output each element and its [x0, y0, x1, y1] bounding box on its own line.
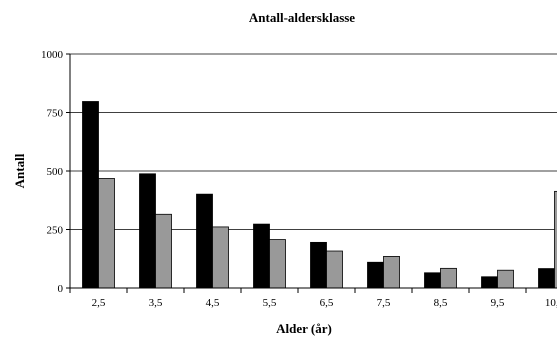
bar-series1-3 [253, 223, 270, 289]
bar-series2-7 [497, 269, 514, 289]
bar-series2-0 [98, 178, 115, 289]
x-tick-label-2: 4,5 [206, 297, 220, 309]
x-tick-label-0: 2,5 [92, 297, 106, 309]
bar-series2-2 [212, 226, 229, 289]
x-tick-label-4: 6,5 [320, 297, 334, 309]
y-tick-label-3: 750 [47, 108, 64, 120]
bar-series2-5 [383, 256, 400, 289]
bar-series1-5 [367, 261, 384, 289]
bar-series1-4 [310, 241, 327, 289]
chart-title: Antall-aldersklasse [249, 10, 355, 25]
y-tick-labels: 0 250 500 750 1000 [41, 49, 64, 295]
x-axis-label: Alder (år) [276, 321, 332, 336]
bar-series1-1 [139, 173, 156, 289]
x-tick-label-5: 7,5 [377, 297, 391, 309]
x-tick-label-6: 8,5 [434, 297, 448, 309]
x-tick-labels: 2,5 3,5 4,5 5,5 6,5 7,5 8,5 9,5 10,5 [92, 297, 557, 309]
x-tick-label-8: 10,5 [545, 297, 557, 309]
bar-series2-4 [326, 250, 343, 289]
y-axis-label: Antall [12, 153, 27, 188]
x-tick-label-7: 9,5 [491, 297, 505, 309]
bar-series1-8 [538, 268, 555, 289]
axes [69, 54, 557, 293]
bar-series1-7 [481, 276, 498, 289]
x-tick-label-1: 3,5 [149, 297, 163, 309]
y-tick-label-0: 0 [58, 283, 64, 295]
x-tick-label-3: 5,5 [263, 297, 277, 309]
y-tick-label-2: 500 [47, 166, 64, 178]
bar-series2-8 [554, 190, 557, 289]
bar-series1-6 [424, 272, 441, 289]
bar-series2-1 [155, 213, 172, 289]
bar-series1-0 [82, 101, 99, 289]
bars [82, 101, 557, 289]
y-tick-label-1: 250 [47, 225, 64, 237]
bar-series1-2 [196, 193, 213, 289]
y-tick-label-4: 1000 [41, 49, 64, 61]
bar-series2-3 [269, 239, 286, 289]
bar-series2-6 [440, 267, 457, 289]
